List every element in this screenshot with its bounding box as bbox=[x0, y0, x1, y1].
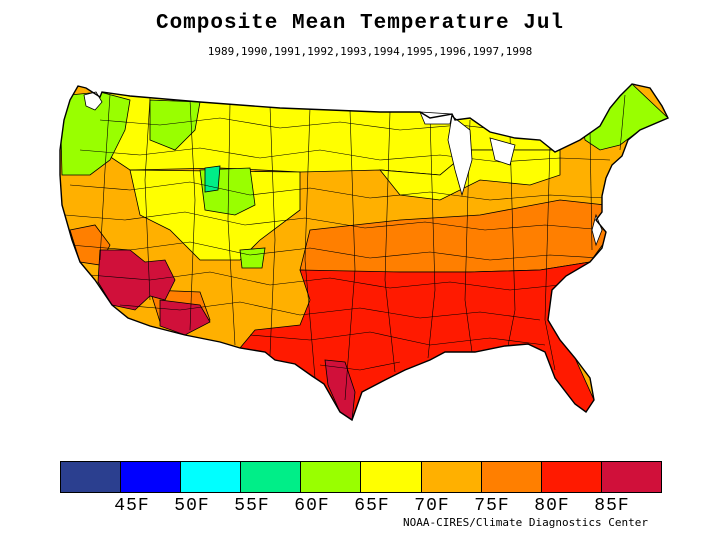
region-yellowstone bbox=[204, 165, 221, 193]
legend-tick-75f: 75F bbox=[474, 496, 510, 516]
lake-huron bbox=[489, 137, 516, 166]
us-outline bbox=[59, 83, 669, 422]
legend-swatch bbox=[241, 462, 302, 492]
legend-tick-65f: 65F bbox=[354, 496, 390, 516]
legend-tick-70f: 70F bbox=[414, 496, 450, 516]
region-northern-rockies bbox=[129, 169, 301, 261]
legend-tick-80f: 80F bbox=[534, 496, 570, 516]
region-pacific-northwest bbox=[60, 91, 131, 176]
legend-swatch bbox=[61, 462, 122, 492]
legend-tick-45f: 45F bbox=[114, 496, 150, 516]
lake-michigan bbox=[447, 115, 473, 197]
region-colorado-green bbox=[239, 247, 266, 269]
legend-swatch bbox=[601, 462, 661, 492]
region-new-england bbox=[579, 84, 668, 151]
legend-swatch bbox=[121, 462, 182, 492]
color-legend bbox=[60, 461, 662, 493]
legend-tick-85f: 85F bbox=[594, 496, 630, 516]
legend-swatch bbox=[301, 462, 362, 492]
legend-tick-50f: 50F bbox=[174, 496, 210, 516]
legend-swatch bbox=[361, 462, 422, 492]
legend-swatch bbox=[481, 462, 542, 492]
region-sonoran bbox=[159, 299, 211, 336]
years-subtitle: 1989,1990,1991,1992,1993,1994,1995,1996,… bbox=[207, 45, 533, 58]
map-title: Composite Mean Temperature Jul bbox=[155, 12, 565, 35]
legend-swatch bbox=[181, 462, 242, 492]
source-credit: NOAA-CIRES/Climate Diagnostics Center bbox=[403, 516, 649, 529]
legend-tick-55f: 55F bbox=[234, 496, 270, 516]
legend-swatch bbox=[421, 462, 482, 492]
legend-swatch bbox=[541, 462, 602, 492]
lake-superior bbox=[419, 111, 453, 125]
region-south-texas bbox=[324, 359, 356, 420]
division-borders bbox=[64, 94, 626, 401]
legend-tick-60f: 60F bbox=[294, 496, 330, 516]
